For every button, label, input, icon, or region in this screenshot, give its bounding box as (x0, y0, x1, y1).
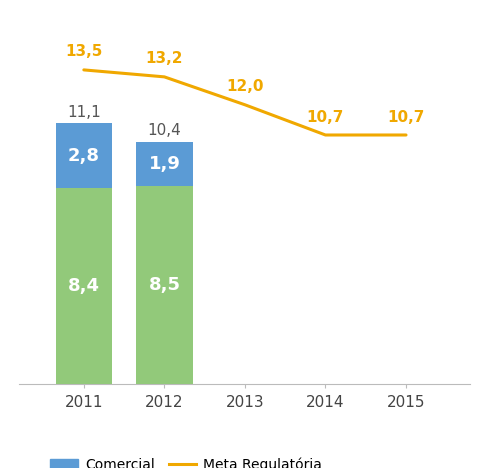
Text: 10,4: 10,4 (147, 124, 181, 139)
Text: 13,2: 13,2 (145, 51, 183, 66)
Text: 8,5: 8,5 (148, 276, 180, 294)
Text: 13,5: 13,5 (65, 44, 102, 59)
Text: 2,8: 2,8 (68, 147, 100, 165)
Bar (56, 124, 112, 189)
Legend: Comercial, Meta Regulatória: Comercial, Meta Regulatória (45, 452, 327, 468)
Bar (56, 189, 112, 384)
Text: 1,9: 1,9 (148, 155, 180, 173)
Bar (136, 142, 192, 186)
Bar (136, 186, 192, 384)
Text: 12,0: 12,0 (226, 79, 263, 95)
Text: 8,4: 8,4 (68, 277, 100, 295)
Text: 10,7: 10,7 (387, 110, 424, 124)
Text: 10,7: 10,7 (306, 110, 344, 124)
Text: 11,1: 11,1 (67, 105, 101, 120)
